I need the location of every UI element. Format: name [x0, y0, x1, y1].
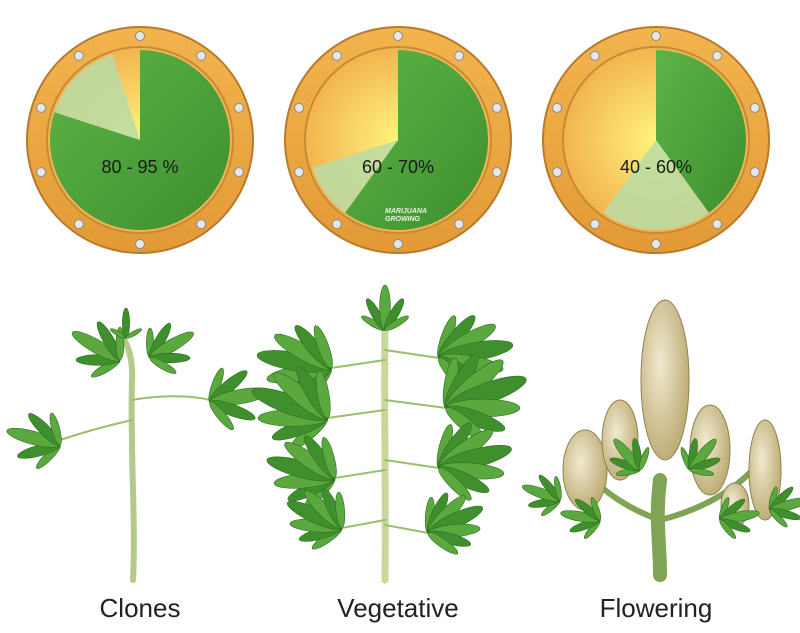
leaf: [560, 497, 602, 539]
leaf: [6, 412, 62, 469]
screw: [589, 50, 600, 61]
screw: [393, 31, 403, 41]
leaf: [251, 366, 331, 450]
screw: [135, 239, 145, 249]
screw: [552, 102, 563, 113]
gauges: 80 - 95 % 60 - 70% 40 - 60% MARIJUANAGROWIN…: [26, 26, 770, 254]
leaflet: [335, 491, 346, 529]
screw: [454, 50, 465, 61]
leaflet: [554, 476, 562, 501]
stage-label: Clones: [100, 593, 181, 623]
leaf: [424, 492, 484, 555]
leaf: [361, 284, 409, 331]
screw: [294, 102, 305, 113]
stage-label: Flowering: [600, 593, 713, 623]
leaf: [522, 474, 562, 517]
leaflet: [49, 412, 62, 446]
screw: [135, 31, 145, 41]
stem: [381, 326, 389, 584]
leaflet: [769, 509, 788, 528]
leaflet: [321, 437, 337, 479]
screw: [712, 50, 723, 61]
leaf: [71, 321, 125, 378]
leaflet: [313, 325, 333, 369]
humidity-min-wedge: [345, 50, 489, 231]
screw: [651, 31, 661, 41]
leaf: [286, 487, 346, 550]
leaf: [718, 497, 760, 539]
stage-label: Vegetative: [337, 593, 458, 623]
screw: [552, 167, 563, 178]
humidity-min-wedge: [656, 50, 746, 213]
screw: [36, 102, 47, 113]
screw: [233, 102, 244, 113]
screw: [331, 50, 342, 61]
stem: [384, 459, 440, 469]
leaflet: [122, 307, 130, 339]
screw: [294, 167, 305, 178]
labels: Clones Vegetative Flowering: [100, 593, 713, 623]
stem: [340, 519, 386, 529]
stem: [650, 473, 667, 582]
stem: [121, 337, 137, 583]
gauge: 40 - 60%: [542, 26, 770, 254]
screw: [73, 219, 84, 230]
screw: [73, 50, 84, 61]
gauge: 60 - 70%: [284, 26, 512, 254]
leaflet: [315, 370, 331, 419]
leaf: [110, 307, 142, 339]
stem: [59, 419, 133, 441]
humidity-range-wedge: [54, 54, 140, 140]
screw: [589, 219, 600, 230]
stem: [326, 409, 386, 419]
screw: [393, 239, 403, 249]
screw: [749, 167, 760, 178]
leaflet: [689, 468, 714, 476]
humidity-range-wedge: [312, 140, 398, 213]
screw: [196, 219, 207, 230]
stem: [384, 524, 430, 534]
leaf: [436, 422, 512, 501]
humidity-range-label: 60 - 70%: [362, 157, 434, 177]
stem: [330, 359, 386, 369]
screw: [491, 167, 502, 178]
screw: [651, 239, 661, 249]
screw: [196, 50, 207, 61]
screw: [712, 219, 723, 230]
humidity-range-label: 80 - 95 %: [101, 157, 178, 177]
watermark: GROWING: [385, 216, 421, 223]
leaflet: [438, 467, 472, 501]
leaf: [768, 486, 800, 528]
stem: [384, 399, 448, 409]
bud: [640, 299, 690, 461]
stem: [333, 469, 386, 479]
bud: [562, 429, 608, 511]
leaflet: [384, 315, 409, 331]
gauge: 80 - 95 %: [26, 26, 254, 254]
leaflet: [719, 519, 737, 539]
leaf: [609, 438, 650, 476]
humidity-range-label: 40 - 60%: [620, 157, 692, 177]
leaf: [680, 438, 721, 476]
screw: [491, 102, 502, 113]
leaf: [146, 322, 194, 374]
screw: [331, 219, 342, 230]
screw: [233, 167, 244, 178]
stem: [384, 349, 440, 359]
leaflet: [638, 447, 650, 471]
screw: [454, 219, 465, 230]
screw: [749, 102, 760, 113]
screw: [36, 167, 47, 178]
plants: [6, 284, 800, 584]
leaflet: [427, 532, 459, 555]
leaf: [266, 435, 337, 509]
stem: [131, 395, 211, 401]
leaflet: [149, 357, 177, 374]
watermark: MARIJUANA: [385, 208, 427, 215]
leaflet: [125, 328, 142, 339]
humidity-range-wedge: [603, 140, 709, 231]
leaflet: [590, 497, 602, 521]
leaflet: [209, 401, 234, 431]
